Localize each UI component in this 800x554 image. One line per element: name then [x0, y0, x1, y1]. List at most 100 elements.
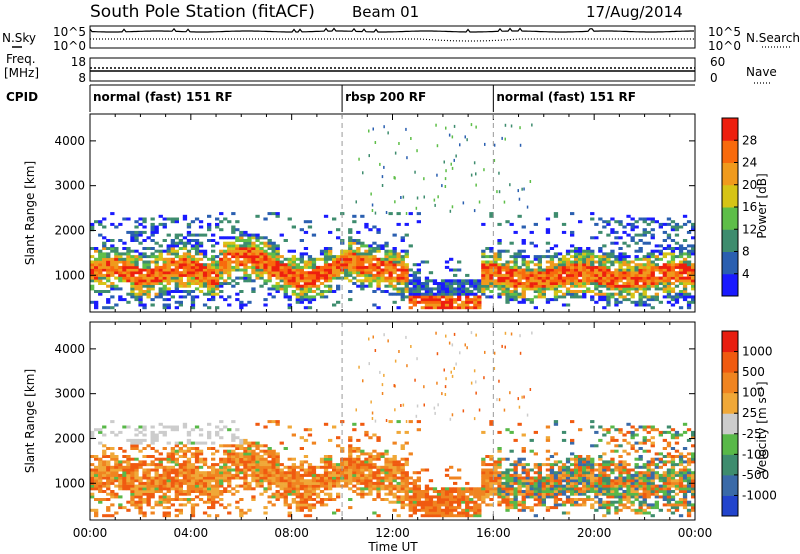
velocity-cell: [134, 484, 139, 488]
velocity-cell: [186, 490, 192, 493]
power-cell: [219, 249, 224, 253]
velocity-cell: [626, 487, 631, 491]
power-cell: [509, 265, 514, 269]
power-cell: [114, 252, 119, 256]
velocity-cell: [150, 468, 155, 472]
power-cell: [98, 260, 103, 264]
power-cell: [670, 273, 676, 277]
power-cell: [138, 233, 143, 237]
power-cell: [412, 282, 417, 285]
power-cell: [158, 244, 163, 248]
power-cell: [513, 282, 518, 285]
power-cell: [553, 276, 559, 280]
velocity-cell: [529, 438, 534, 442]
velocity-cell: [561, 430, 567, 434]
power-cell: [376, 271, 381, 275]
power-speck: [358, 157, 360, 161]
velocity-cell: [501, 457, 506, 461]
velocity-cell: [408, 498, 413, 501]
power-cell: [416, 271, 421, 275]
velocity-cell: [202, 481, 208, 485]
velocity-cell: [360, 495, 365, 499]
power-cell: [271, 212, 276, 216]
power-cell: [138, 290, 143, 293]
power-cell: [299, 239, 304, 242]
power-cell: [489, 282, 494, 285]
velocity-cell: [323, 481, 329, 485]
power-cell: [670, 265, 676, 269]
noise-panel: N.Sky 10^5 10^0 10^5 10^0 N.Search: [2, 25, 800, 53]
power-cell: [485, 265, 490, 269]
power-cell: [275, 268, 280, 272]
power-cell: [142, 252, 147, 256]
power-cell: [211, 268, 216, 272]
velocity-cell: [138, 500, 143, 504]
velocity-cell: [578, 455, 583, 458]
power-cell: [307, 300, 313, 304]
power-speck: [501, 136, 503, 140]
velocity-cell: [352, 428, 357, 432]
velocity-cell: [323, 479, 329, 483]
power-cell: [275, 284, 280, 288]
power-speck: [444, 177, 447, 181]
velocity-cell: [642, 498, 647, 501]
power-cell: [106, 265, 111, 269]
velocity-cell: [102, 484, 107, 488]
power-cell: [332, 303, 337, 307]
power-cell: [436, 282, 442, 285]
power-cell: [299, 228, 304, 232]
power-cell: [553, 255, 559, 259]
power-cell: [130, 249, 135, 253]
power-cell: [650, 276, 655, 280]
power-cell: [190, 260, 196, 264]
power-cell: [570, 255, 575, 259]
velocity-cell: [134, 444, 139, 448]
power-cell: [666, 295, 672, 299]
power-cell: [178, 273, 183, 277]
power-cell: [372, 249, 377, 253]
power-cell: [582, 295, 587, 299]
velocity-cell: [142, 460, 147, 464]
power-cell: [311, 273, 317, 277]
power-cell: [368, 265, 373, 269]
velocity-cell: [598, 498, 603, 501]
power-cell: [223, 265, 228, 269]
power-cell: [553, 284, 559, 288]
power-cell: [630, 268, 635, 272]
power-cell: [549, 257, 555, 261]
power-cell: [372, 276, 377, 280]
power-cell: [146, 265, 151, 269]
power-cell: [642, 257, 647, 261]
power-cell: [388, 255, 393, 259]
power-cell: [626, 222, 631, 226]
power-cell: [150, 230, 155, 234]
velocity-cell: [392, 473, 397, 477]
velocity-cell: [122, 465, 127, 469]
power-cell: [102, 276, 107, 280]
velocity-cell: [408, 495, 413, 499]
power-cell: [626, 287, 631, 291]
power-cell: [247, 279, 252, 283]
power-cell: [352, 239, 357, 242]
velocity-cell: [622, 484, 627, 488]
velocity-cell: [610, 481, 615, 485]
velocity-cell: [517, 508, 522, 512]
power-speck: [496, 190, 498, 194]
velocity-cell: [319, 479, 325, 483]
power-cell: [303, 273, 309, 277]
power-cell: [642, 276, 647, 280]
power-cell: [194, 271, 200, 275]
power-cell: [348, 239, 353, 242]
power-cell: [150, 273, 155, 277]
power-cell: [602, 271, 607, 275]
velocity-cell: [142, 487, 147, 491]
power-cell: [279, 279, 284, 283]
power-cell: [263, 279, 268, 283]
velocity-cell: [638, 476, 643, 480]
velocity-cell: [348, 471, 353, 475]
power-cell: [642, 271, 647, 275]
velocity-cell: [344, 460, 349, 464]
power-cell: [215, 282, 220, 285]
power-cell: [537, 268, 542, 272]
power-cell: [182, 284, 188, 288]
